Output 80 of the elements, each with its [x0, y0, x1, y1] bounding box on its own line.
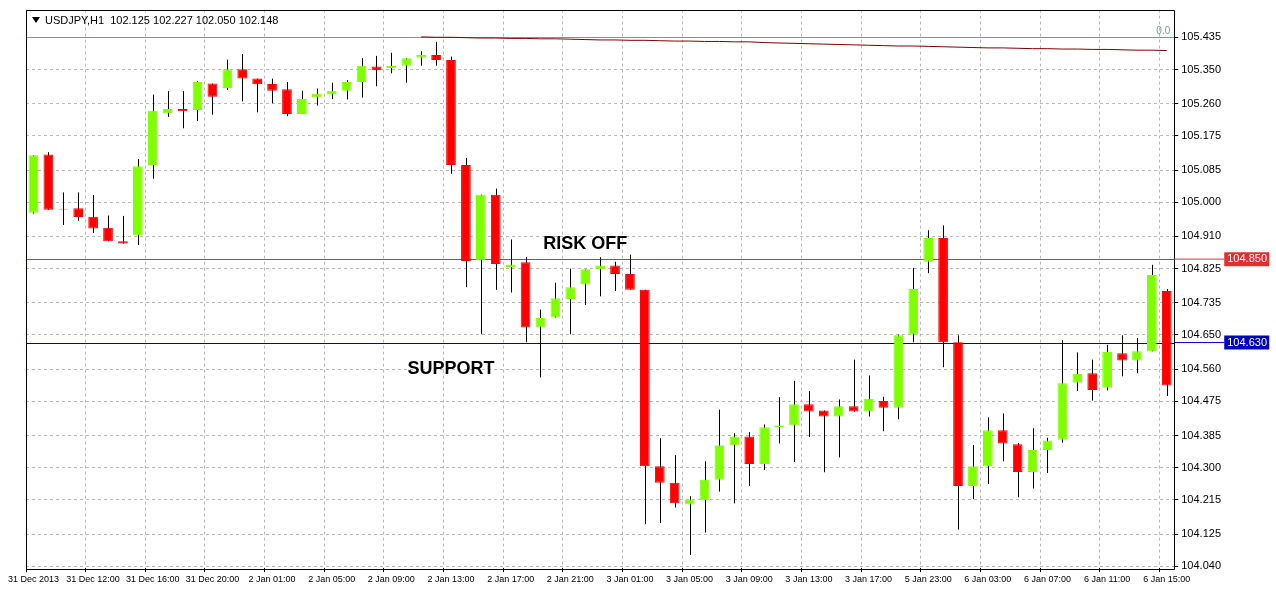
chart-title: USDJPY,H1 102.125 102.227 102.050 102.148	[45, 14, 279, 26]
x-tick-label: 3 Jan 17:00	[845, 574, 893, 585]
y-tick-label: 104.385	[1181, 428, 1221, 441]
x-tick-label: 3 Jan 13:00	[785, 574, 833, 585]
candlestick	[729, 432, 740, 504]
x-tick-label: 2 Jan 21:00	[546, 574, 594, 585]
x-tick-label: 2 Jan 05:00	[308, 574, 356, 585]
candlestick	[401, 57, 412, 84]
y-tick-label: 105.435	[1181, 30, 1221, 43]
x-tick-label: 2 Jan 09:00	[367, 574, 415, 585]
x-tick-label: 3 Jan 09:00	[725, 574, 773, 585]
ref-line-label: 104.630	[1227, 335, 1267, 348]
x-tick-label: 31 Dec 12:00	[66, 574, 120, 585]
y-tick-label: 104.475	[1181, 394, 1221, 407]
x-tick-label: 6 Jan 15:00	[1143, 574, 1191, 585]
candlestick	[1042, 437, 1053, 474]
y-tick-label: 104.215	[1181, 492, 1221, 505]
candlestick	[431, 41, 441, 67]
candlestick	[654, 437, 665, 524]
candlestick	[162, 90, 173, 118]
x-tick-label: 3 Jan 05:00	[666, 574, 714, 585]
x-tick-label: 2 Jan 13:00	[427, 574, 475, 585]
candlestick	[1132, 337, 1142, 374]
candlestick	[804, 390, 814, 438]
candlestick	[222, 59, 233, 91]
ref-line-label: 104.850	[1227, 252, 1267, 265]
x-tick-label: 2 Jan 01:00	[248, 574, 296, 585]
candlestick	[550, 282, 561, 319]
x-tick-label: 6 Jan 11:00	[1083, 574, 1131, 585]
x-tick-label: 31 Dec 2013	[7, 574, 59, 585]
y-tick-label: 105.350	[1181, 62, 1221, 75]
candlestick	[923, 229, 934, 274]
x-tick-label: 6 Jan 07:00	[1023, 574, 1072, 585]
x-tick-label: 5 Jan 23:00	[904, 574, 952, 585]
candlestick	[848, 359, 859, 413]
candlestick	[237, 53, 248, 102]
y-tick-label: 105.260	[1181, 96, 1221, 109]
y-tick-label: 105.085	[1181, 163, 1221, 176]
candlestick	[669, 454, 680, 509]
x-tick-label: 2 Jan 17:00	[487, 574, 535, 585]
candlestick	[341, 79, 352, 100]
candlestick	[505, 238, 516, 293]
candlestick	[580, 268, 591, 306]
candlestick	[371, 55, 382, 87]
candlestick	[833, 398, 844, 458]
y-tick-label: 104.125	[1181, 527, 1221, 540]
annotation: RISK OFF	[543, 233, 628, 254]
candlestick	[968, 444, 978, 500]
x-tick-label: 31 Dec 16:00	[125, 574, 180, 585]
candlestick	[282, 81, 292, 117]
candlestick	[103, 215, 113, 242]
candlestick	[1072, 351, 1083, 392]
y-tick-label: 105.000	[1181, 195, 1221, 208]
x-tick-label: 6 Jan 03:00	[964, 574, 1012, 585]
candlestick	[267, 78, 277, 104]
y-tick-label: 104.910	[1181, 229, 1221, 242]
candlestick	[1027, 427, 1038, 490]
candlestick	[73, 191, 84, 222]
x-tick-label: 31 Dec 20:00	[185, 574, 240, 585]
candlestick	[997, 412, 1008, 462]
candlestick	[818, 409, 829, 473]
y-tick-label: 105.175	[1181, 128, 1221, 141]
annotation: 0.0	[1156, 25, 1171, 37]
candlestick	[789, 380, 799, 463]
y-tick-label: 104.650	[1181, 328, 1221, 341]
y-tick-label: 104.300	[1181, 460, 1221, 473]
candlestick	[386, 52, 397, 74]
y-tick-label: 104.735	[1181, 295, 1221, 308]
candlestick	[1087, 359, 1098, 402]
candlestick	[610, 261, 620, 292]
candlestick	[565, 268, 576, 335]
candlestick	[88, 194, 98, 234]
y-tick-label: 104.040	[1181, 559, 1221, 572]
y-tick-label: 104.560	[1181, 362, 1221, 375]
annotation: SUPPORT	[407, 357, 495, 378]
x-tick-label: 3 Jan 01:00	[606, 574, 654, 585]
candlestick	[1117, 334, 1127, 377]
candlestick	[863, 375, 874, 418]
candlestick	[878, 396, 889, 432]
y-tick-label: 104.825	[1181, 261, 1221, 274]
